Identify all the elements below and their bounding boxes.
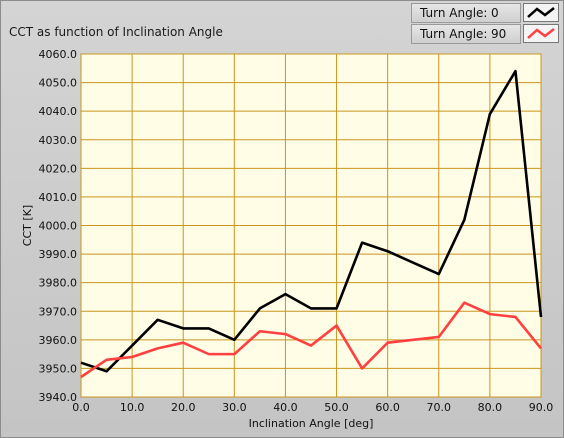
y-tick-label: 4060.0 xyxy=(39,48,78,61)
y-tick-label: 4010.0 xyxy=(39,191,78,204)
y-axis: 3940.0 3950.0 3960.0 3970.0 3980.0 3990.0 4000… xyxy=(39,48,78,404)
legend-label: Turn Angle: xyxy=(420,6,488,20)
y-tick-label: 3980.0 xyxy=(39,277,78,290)
y-tick-label: 3960.0 xyxy=(39,334,78,347)
legend-swatch-red[interactable] xyxy=(523,24,559,43)
plot-legend: Turn Angle: 0 Turn Angle: 90 xyxy=(411,1,563,45)
y-tick-label: 3990.0 xyxy=(39,248,78,261)
y-tick-label: 4050.0 xyxy=(39,77,78,90)
series-line-turn-90 xyxy=(80,301,543,379)
y-axis-label: CCT [K] xyxy=(21,205,34,246)
x-tick-label: 0.0 xyxy=(72,401,90,414)
x-tick-label: 30.0 xyxy=(222,401,247,414)
legend-value: 90 xyxy=(491,27,507,41)
x-tick-label: 50.0 xyxy=(324,401,349,414)
y-tick-label: 4000.0 xyxy=(39,220,78,233)
series-layer xyxy=(80,69,543,379)
x-tick-label: 20.0 xyxy=(171,401,196,414)
x-tick-label: 10.0 xyxy=(120,401,145,414)
y-tick-label: 3940.0 xyxy=(39,391,78,404)
series-line-turn-0 xyxy=(80,69,543,373)
x-tick-label: 90.0 xyxy=(529,401,554,414)
legend-value: 0 xyxy=(491,6,499,20)
legend-label: Turn Angle: xyxy=(420,27,488,41)
y-tick-label: 4040.0 xyxy=(39,105,78,118)
legend-item-turn-0[interactable]: Turn Angle: 0 xyxy=(411,3,563,23)
y-tick-label: 4020.0 xyxy=(39,162,78,175)
x-axis: 0.0 10.0 20.0 30.0 40.0 50.0 60.0 70.0 80.0 90.0 xyxy=(72,401,553,414)
y-tick-label: 4030.0 xyxy=(39,134,78,147)
legend-swatch-black[interactable] xyxy=(523,3,559,22)
x-tick-label: 70.0 xyxy=(427,401,452,414)
chart-title: CCT as function of Inclination Angle xyxy=(9,25,223,39)
x-tick-label: 80.0 xyxy=(478,401,503,414)
x-axis-label: Inclination Angle [deg] xyxy=(249,417,374,430)
x-tick-label: 40.0 xyxy=(273,401,298,414)
y-tick-label: 3970.0 xyxy=(39,305,78,318)
grid-lines xyxy=(80,53,542,398)
y-tick-label: 3950.0 xyxy=(39,362,78,375)
x-tick-label: 60.0 xyxy=(375,401,400,414)
legend-item-turn-90[interactable]: Turn Angle: 90 xyxy=(411,24,563,44)
